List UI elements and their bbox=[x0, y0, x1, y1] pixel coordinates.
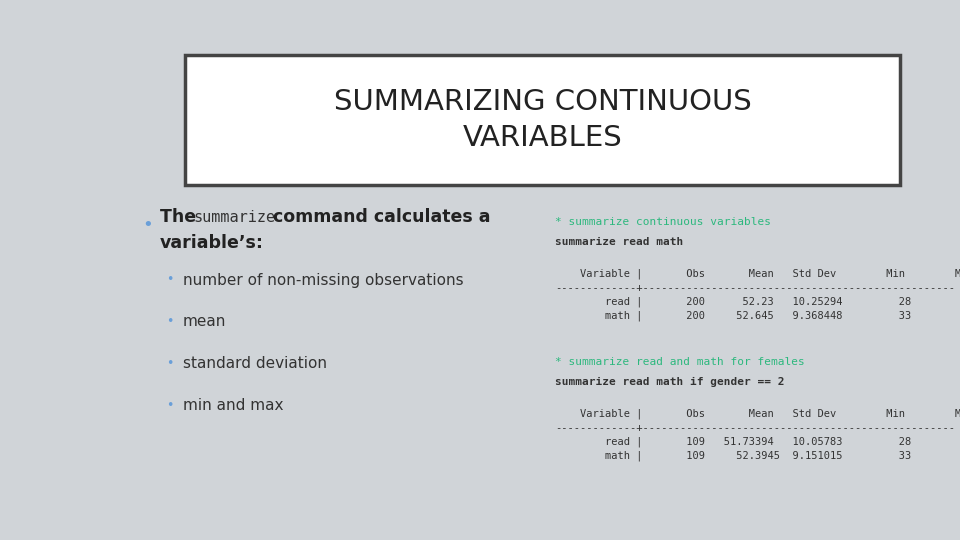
Text: Variable |       Obs       Mean   Std Dev        Min        Max: Variable | Obs Mean Std Dev Min Max bbox=[555, 269, 960, 279]
Text: SUMMARIZING CONTINUOUS
VARIABLES: SUMMARIZING CONTINUOUS VARIABLES bbox=[334, 87, 752, 152]
Text: math |       109     52.3945  9.151015         33         72: math | 109 52.3945 9.151015 33 72 bbox=[555, 451, 960, 461]
Text: mean: mean bbox=[183, 314, 227, 329]
Text: min and max: min and max bbox=[183, 399, 283, 414]
Text: summarize: summarize bbox=[193, 210, 276, 225]
Text: summarize read math: summarize read math bbox=[555, 237, 684, 247]
Text: The: The bbox=[160, 208, 203, 226]
Text: -------------+--------------------------------------------------: -------------+--------------------------… bbox=[555, 423, 955, 433]
Text: math |       200     52.645   9.368448         33         75: math | 200 52.645 9.368448 33 75 bbox=[555, 310, 960, 321]
Text: •: • bbox=[166, 357, 174, 370]
Text: •: • bbox=[143, 216, 154, 234]
Text: * summarize continuous variables: * summarize continuous variables bbox=[555, 217, 771, 227]
Text: command calculates a: command calculates a bbox=[267, 208, 491, 226]
Text: •: • bbox=[166, 273, 174, 287]
Text: summarize read math if gender == 2: summarize read math if gender == 2 bbox=[555, 377, 784, 387]
Text: •: • bbox=[166, 315, 174, 328]
Text: read |       109   51.73394   10.05783         28         76: read | 109 51.73394 10.05783 28 76 bbox=[555, 437, 960, 447]
Text: Variable |       Obs       Mean   Std Dev        Min        Max: Variable | Obs Mean Std Dev Min Max bbox=[555, 409, 960, 419]
FancyBboxPatch shape bbox=[185, 55, 900, 185]
Text: variable’s:: variable’s: bbox=[160, 234, 264, 252]
Text: * summarize read and math for females: * summarize read and math for females bbox=[555, 357, 804, 367]
Text: -------------+--------------------------------------------------: -------------+--------------------------… bbox=[555, 283, 955, 293]
Text: •: • bbox=[166, 400, 174, 413]
Text: number of non-missing observations: number of non-missing observations bbox=[183, 273, 464, 287]
Text: read |       200      52.23   10.25294         28         76: read | 200 52.23 10.25294 28 76 bbox=[555, 297, 960, 307]
Text: standard deviation: standard deviation bbox=[183, 356, 327, 372]
